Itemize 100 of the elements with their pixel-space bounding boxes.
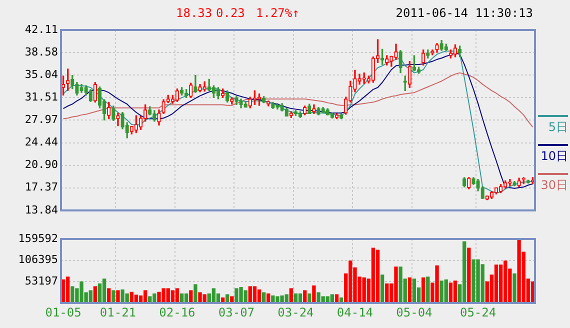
candlestick	[212, 85, 216, 98]
candlestick	[362, 72, 366, 84]
bar	[380, 274, 384, 303]
bar	[112, 290, 116, 303]
candlestick	[394, 44, 398, 60]
y-tick-label: 35.04	[24, 68, 58, 81]
candlestick	[112, 106, 116, 122]
text: 18.33	[176, 6, 212, 20]
text: 2011-06-14 11:30:13	[396, 6, 533, 20]
candlestick	[180, 87, 184, 96]
bar	[252, 286, 257, 303]
bar	[426, 276, 430, 303]
text: 0.23	[216, 6, 245, 20]
bar	[93, 286, 98, 303]
x-tick-label: 01-21	[100, 305, 136, 320]
bar	[467, 248, 471, 303]
bar	[371, 248, 376, 303]
y-tick-label: 17.37	[24, 180, 58, 194]
x-tick-label: 05-24	[460, 305, 496, 320]
bar	[102, 278, 106, 303]
text: 1.27%↑	[256, 6, 300, 20]
candlestick	[234, 96, 238, 106]
candlestick	[134, 115, 138, 134]
candlestick	[453, 44, 458, 58]
y-tick-label: 24.44	[24, 136, 58, 149]
bar	[498, 264, 503, 303]
bar	[189, 290, 193, 303]
candlestick	[435, 43, 439, 53]
y-tick-label: 27.97	[24, 113, 58, 126]
y-tick-label: 20.90	[24, 158, 58, 172]
y-tick-label: 106395	[18, 253, 58, 266]
bar	[422, 277, 426, 303]
bar	[448, 282, 453, 303]
candlestick	[412, 55, 416, 72]
y-tick-label: 42.11	[24, 22, 58, 36]
bar	[453, 280, 458, 303]
candlestick	[276, 103, 280, 110]
candlestick	[339, 113, 344, 120]
bar	[107, 288, 111, 303]
candlestick	[257, 94, 262, 106]
bar	[175, 288, 180, 303]
candlestick	[252, 90, 257, 106]
y-tick-label: 13.84	[24, 203, 58, 216]
candlestick	[239, 98, 243, 108]
bar	[143, 290, 148, 303]
y-tick-label: 159592	[18, 232, 58, 245]
candlestick	[116, 112, 120, 126]
candlestick	[448, 50, 453, 58]
candlestick	[230, 97, 234, 104]
candlestick	[271, 102, 275, 109]
y-tick-label: 31.51	[24, 90, 58, 104]
candlestick	[512, 180, 516, 186]
bar	[116, 290, 120, 303]
bar	[303, 290, 307, 303]
candlestick	[216, 87, 220, 100]
candlestick	[61, 76, 66, 96]
bar	[312, 285, 316, 303]
candlestick	[107, 102, 111, 120]
candlestick	[166, 94, 170, 104]
candlestick	[303, 106, 307, 116]
candlestick	[371, 56, 376, 83]
candlestick	[517, 178, 521, 188]
candlestick	[162, 99, 166, 114]
candlestick	[422, 50, 426, 66]
bar	[66, 276, 70, 303]
bar	[512, 273, 516, 303]
legend-label: 10日	[538, 144, 568, 163]
candlestick	[408, 61, 412, 88]
candlestick	[530, 177, 535, 184]
candlestick	[70, 75, 74, 90]
candlestick	[266, 100, 270, 106]
bar	[408, 277, 412, 303]
candlestick	[189, 82, 193, 98]
candlestick	[80, 84, 84, 93]
candlestick	[202, 81, 206, 92]
bar	[289, 288, 293, 303]
candlestick	[390, 56, 394, 67]
candlestick	[508, 179, 512, 186]
bar	[412, 278, 416, 303]
candlestick	[440, 40, 444, 51]
bar	[376, 250, 380, 303]
candlestick	[308, 104, 312, 114]
legend-label: 30日	[538, 173, 568, 192]
candlestick	[312, 104, 316, 114]
candlestick	[66, 68, 70, 92]
candlestick	[426, 50, 430, 58]
candlestick	[334, 113, 339, 120]
bar	[212, 288, 216, 303]
bar	[194, 284, 198, 303]
candlestick	[75, 82, 79, 96]
candlestick	[198, 84, 202, 92]
candlestick	[398, 50, 402, 74]
x-tick-label: 01-05	[45, 305, 82, 320]
x-tick-label: 04-14	[336, 305, 374, 320]
candlestick	[152, 110, 156, 122]
y-tick-label: 53197	[24, 274, 58, 288]
x-tick-label: 05-04	[396, 305, 432, 320]
candlestick	[498, 184, 503, 194]
candlestick	[120, 112, 124, 130]
x-tick-label: 03-07	[218, 305, 255, 320]
